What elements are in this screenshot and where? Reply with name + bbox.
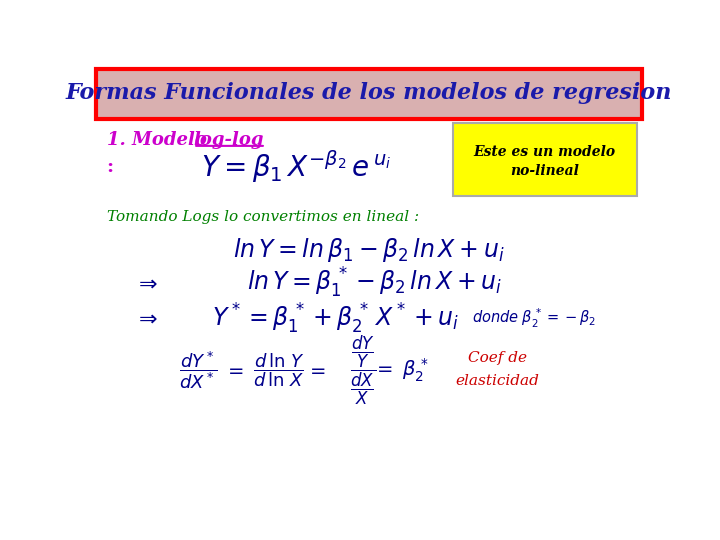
Text: $\dfrac{dY^*}{dX^*}$: $\dfrac{dY^*}{dX^*}$	[179, 349, 218, 392]
FancyBboxPatch shape	[96, 69, 642, 119]
Text: Tomando Logs lo convertimos en lineal :: Tomando Logs lo convertimos en lineal :	[107, 210, 419, 224]
Text: :: :	[107, 158, 114, 176]
Text: $Y = \beta_1\,X^{-\beta_2}\,e^{\,u_i}$: $Y = \beta_1\,X^{-\beta_2}\,e^{\,u_i}$	[202, 148, 392, 185]
Text: $ln\,Y = \beta_1^{\,*} - \beta_2\,ln\,X + u_i$: $ln\,Y = \beta_1^{\,*} - \beta_2\,ln\,X …	[247, 266, 502, 300]
Text: $=$: $=$	[224, 361, 244, 380]
Text: $\Rightarrow$: $\Rightarrow$	[134, 272, 158, 294]
Text: $\dfrac{d\,\ln\,Y}{d\,\ln\,X}$: $\dfrac{d\,\ln\,Y}{d\,\ln\,X}$	[253, 352, 305, 389]
Text: 1. Modelo: 1. Modelo	[107, 131, 213, 149]
Text: $=\;\beta_2^{\,*}$: $=\;\beta_2^{\,*}$	[373, 357, 430, 384]
FancyBboxPatch shape	[453, 123, 637, 196]
Text: no-lineal: no-lineal	[510, 164, 579, 178]
Text: $ln\,Y = ln\,\beta_1 - \beta_2\,ln\,X + u_i$: $ln\,Y = ln\,\beta_1 - \beta_2\,ln\,X + …	[233, 236, 505, 264]
Text: Coef de: Coef de	[468, 351, 527, 365]
Text: elasticidad: elasticidad	[456, 374, 539, 388]
Text: $Y^* = \beta_1^{\,*} + \beta_2^{\,*}\,X^* + u_i$: $Y^* = \beta_1^{\,*} + \beta_2^{\,*}\,X^…	[212, 301, 459, 335]
Text: $\dfrac{\dfrac{dY}{Y}}{\dfrac{dX}{X}}$: $\dfrac{\dfrac{dY}{Y}}{\dfrac{dX}{X}}$	[351, 334, 377, 407]
Text: log-log: log-log	[193, 131, 264, 149]
Text: Formas Funcionales de los modelos de regresion: Formas Funcionales de los modelos de reg…	[66, 82, 672, 104]
Text: Este es un modelo: Este es un modelo	[474, 145, 616, 159]
Text: $=$: $=$	[306, 361, 326, 380]
Text: $donde\;\beta_2^{\,*} = -\beta_2$: $donde\;\beta_2^{\,*} = -\beta_2$	[472, 307, 595, 330]
Text: $\Rightarrow$: $\Rightarrow$	[134, 307, 158, 329]
